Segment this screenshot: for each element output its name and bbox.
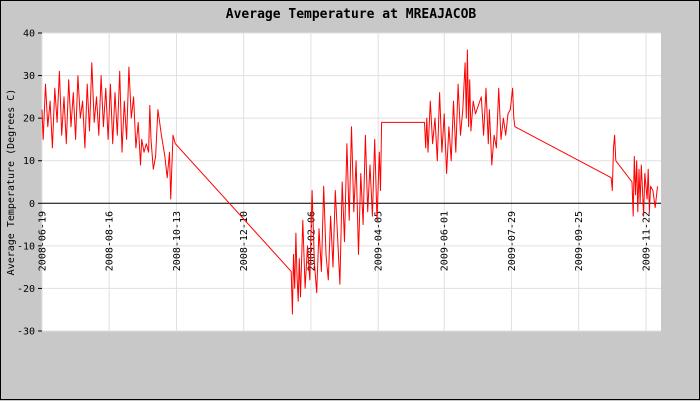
y-tick-label: 20 <box>23 114 35 125</box>
y-tick-label: 0 <box>29 199 35 210</box>
x-tick-label: 2009-04-05 <box>374 211 385 271</box>
y-tick-label: -30 <box>17 327 35 338</box>
x-tick-label: 2008-12-10 <box>239 211 250 271</box>
y-tick-label: 40 <box>23 29 35 40</box>
temperature-series-line <box>41 49 658 315</box>
series-layer <box>41 49 658 315</box>
x-tick-label: 2009-07-29 <box>507 211 518 271</box>
x-tick-label: 2009-06-01 <box>440 211 451 271</box>
y-tick-label: -20 <box>17 284 35 295</box>
x-tick-label: 2008-08-16 <box>105 211 116 271</box>
x-tick-label: 2008-06-19 <box>38 211 49 271</box>
x-tick-label: 2009-11-22 <box>641 211 652 271</box>
x-tick-label: 2009-02-06 <box>306 211 317 271</box>
y-tick-label: 10 <box>23 156 35 167</box>
plot-area <box>42 33 661 331</box>
y-axis-label: Average Temperature (Degrees C) <box>6 89 17 276</box>
y-tick-label: -10 <box>17 241 35 252</box>
y-axis: -30 -20 -10 0 10 20 30 40 <box>17 29 42 338</box>
chart-title: Average Temperature at MREAJACOB <box>226 7 477 22</box>
x-axis: 2008-06-19 2008-08-16 2008-10-13 2008-12-10… <box>38 211 653 271</box>
y-tick-label: 30 <box>23 71 35 82</box>
x-tick-label: 2008-10-13 <box>172 211 183 271</box>
x-tick-label: 2009-09-25 <box>574 211 585 271</box>
